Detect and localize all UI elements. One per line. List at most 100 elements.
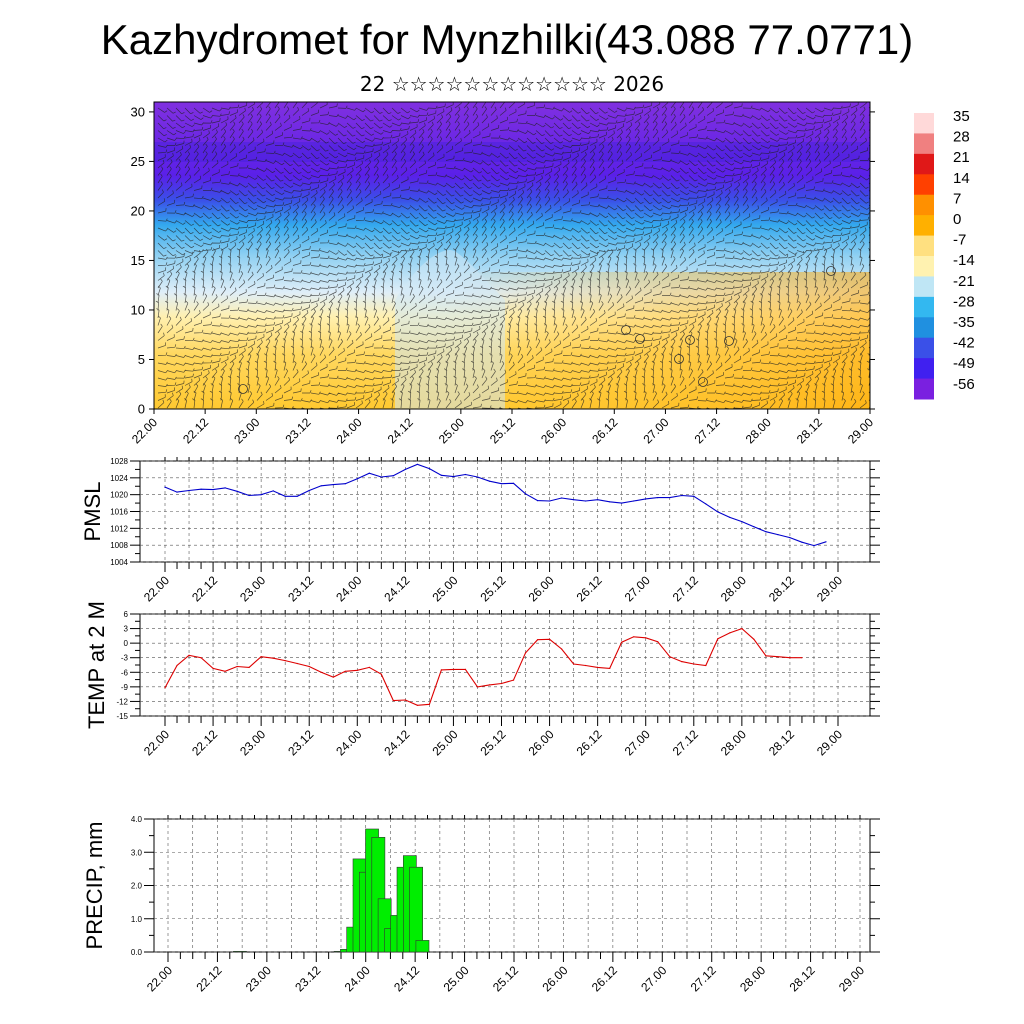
panel-grid: [140, 613, 870, 717]
pmsl-point: [236, 490, 238, 492]
temp-point: [537, 639, 539, 641]
temp-point: [729, 632, 731, 634]
y-tick-label: -3: [121, 654, 129, 663]
temp-point: [801, 657, 803, 659]
x-tick-label: 28.12: [766, 573, 797, 604]
precip-bar: [409, 866, 424, 953]
x-tick-label: 25.12: [490, 963, 521, 994]
section-field: [154, 102, 870, 409]
chart-subtitle: 22 ☆☆☆☆☆☆☆☆☆☆☆☆ 2026: [359, 72, 665, 96]
pmsl-point: [717, 511, 719, 513]
x-tick-label: 23.12: [285, 573, 316, 604]
colorbar-swatch: [914, 296, 934, 318]
colorbar-label: -35: [953, 314, 975, 331]
temp-point: [717, 638, 719, 640]
temp-point: [272, 657, 274, 659]
pmsl-point: [284, 495, 286, 497]
pmsl-point: [356, 478, 358, 480]
x-tick-label: 24.12: [391, 963, 422, 994]
section-x-tick-label: 28.12: [794, 415, 825, 446]
colorbar-label: -7: [953, 232, 966, 249]
pmsl-series-line: [164, 463, 827, 547]
pmsl-point: [729, 516, 731, 519]
temp-point: [164, 687, 166, 689]
section-y-tick-label: 25: [131, 154, 145, 169]
calm-marker: [685, 335, 695, 345]
x-tick-label: 29.00: [836, 963, 867, 994]
section-y-tick-label: 10: [131, 302, 145, 317]
pmsl-point: [765, 531, 767, 533]
calm-marker: [635, 334, 645, 344]
y-tick-label: 1008: [110, 541, 128, 550]
x-tick-label: 25.12: [477, 727, 508, 758]
pmsl-point: [392, 475, 394, 477]
x-tick-label: 24.00: [342, 963, 373, 994]
pmsl-point: [512, 482, 515, 484]
pmsl-point: [308, 489, 310, 492]
x-tick-label: 28.12: [787, 963, 818, 994]
pmsl-point: [464, 473, 466, 476]
pmsl-point: [404, 468, 406, 470]
temp-point: [176, 664, 178, 667]
temp-point: [741, 628, 743, 630]
section-x-tick-label: 22.12: [180, 415, 211, 446]
y-tick-label: 0.0: [131, 948, 143, 957]
section-x-tick-label: 27.00: [640, 415, 671, 446]
pmsl-point: [825, 541, 827, 543]
x-tick-label: 28.00: [737, 963, 768, 994]
pmsl-point: [248, 494, 250, 497]
pmsl-point: [777, 534, 779, 536]
x-tick-label: 27.00: [638, 963, 669, 994]
pmsl-point: [753, 526, 755, 528]
y-tick-label: 0: [124, 639, 129, 648]
pmsl-point: [440, 474, 442, 476]
y-tick-label: 1.0: [131, 915, 143, 924]
x-tick-label: 25.00: [429, 727, 460, 758]
pmsl-point: [188, 489, 190, 492]
x-tick-label: 23.00: [237, 573, 268, 604]
temp-point: [657, 641, 659, 643]
temp-point: [296, 662, 298, 665]
temp-point: [633, 636, 635, 638]
temp-point: [609, 667, 611, 670]
temp-point: [705, 664, 707, 667]
section-x-tick-label: 25.00: [436, 415, 467, 446]
temp-point: [512, 679, 515, 681]
colorbar-label: -21: [953, 273, 975, 290]
y-tick-label: 1024: [110, 474, 128, 483]
y-tick-label: -15: [116, 712, 128, 721]
colorbar-swatch: [914, 215, 934, 237]
precip-bar: [233, 950, 247, 953]
y-tick-label: 6: [124, 610, 129, 619]
pmsl-point: [296, 495, 298, 497]
panel-frame: [139, 613, 871, 717]
temp-point: [765, 655, 767, 657]
precip-bar: [415, 940, 430, 953]
pmsl-point: [597, 499, 599, 501]
y-axis-title: PMSL: [80, 482, 105, 542]
pmsl-point: [332, 484, 334, 486]
temp-point: [561, 648, 563, 650]
pmsl-point: [380, 476, 382, 478]
colorbar-swatch: [914, 317, 934, 339]
temp-point: [260, 656, 262, 658]
pmsl-point: [681, 494, 683, 497]
temp-point: [332, 676, 334, 678]
x-tick-label: 23.12: [292, 963, 323, 994]
colorbar-swatch: [914, 133, 934, 155]
pmsl-point: [500, 483, 503, 485]
x-tick-label: 22.00: [144, 963, 175, 994]
temp-series-line: [164, 627, 802, 706]
colorbar-label: 28: [953, 129, 970, 146]
wind-barbs: [155, 102, 870, 409]
pmsl-point: [488, 480, 491, 482]
temp-point: [380, 673, 382, 675]
x-tick-label: 22.12: [193, 963, 224, 994]
colorbar: 35 28 21 14 7 0 -7 -14 -21 -28 -35 -42 -49 -56: [914, 108, 975, 400]
calm-marker: [698, 377, 708, 387]
colorbar-swatch: [914, 276, 934, 298]
pmsl-point: [428, 468, 430, 470]
pmsl-point: [657, 497, 659, 499]
temp-point: [356, 669, 358, 671]
temp-point: [585, 664, 587, 667]
